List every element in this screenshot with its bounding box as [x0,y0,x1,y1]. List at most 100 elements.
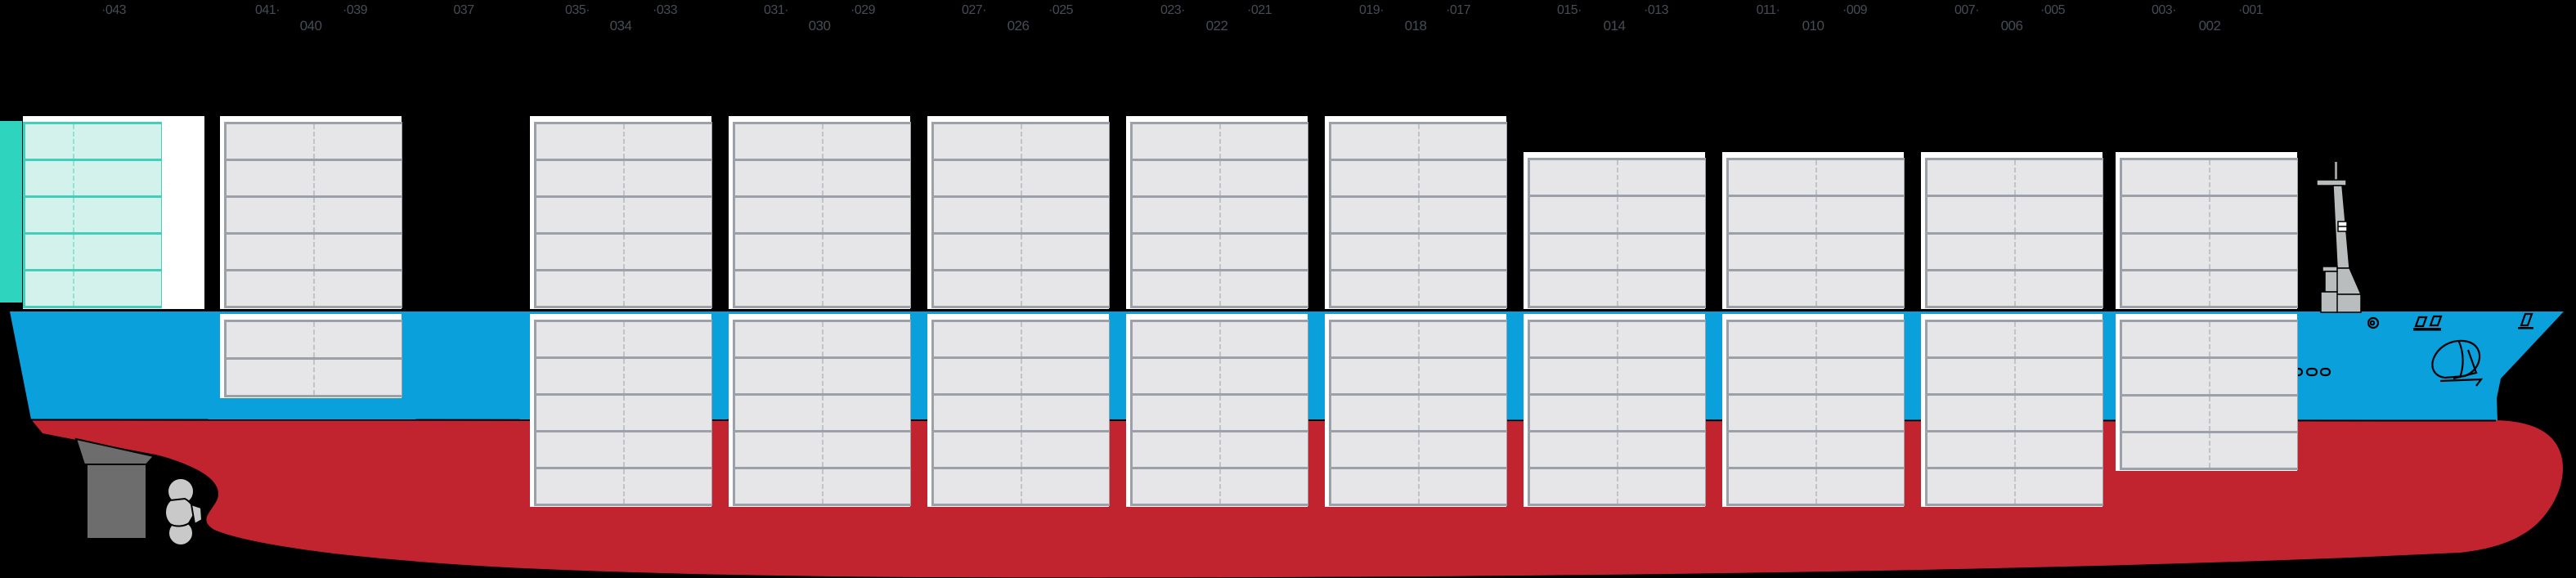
slot-cell[interactable] [824,235,910,269]
slot-cell[interactable] [1331,322,1420,356]
slot-cell[interactable] [1817,469,1904,504]
slot-cell[interactable] [2122,234,2210,269]
slot-cell[interactable] [1928,197,2016,232]
slot-cell[interactable] [315,198,402,232]
slot-cell[interactable] [625,322,711,356]
slot-cell[interactable] [1928,322,2016,356]
slot-cell[interactable] [25,235,74,269]
slot-cell[interactable] [2210,432,2297,468]
slot-cell[interactable] [625,432,711,467]
slot-cell[interactable] [934,322,1022,356]
slot-cell[interactable] [934,432,1022,467]
slot-cell[interactable] [1133,359,1221,393]
slot-cell[interactable] [1729,234,1817,269]
slot-cell[interactable] [625,235,711,269]
slot-cell[interactable] [227,322,315,357]
slot-cell[interactable] [934,469,1022,504]
slot-cell[interactable] [1928,396,2016,430]
slot-cell[interactable] [536,198,625,232]
slot-cell[interactable] [1817,234,1904,269]
slot-cell[interactable] [625,469,711,504]
slot-cell[interactable] [735,161,824,195]
slot-cell[interactable] [1022,359,1109,393]
slot-cell[interactable] [1530,359,1618,393]
slot-cell[interactable] [1022,161,1109,195]
slot-cell[interactable] [2016,432,2103,467]
slot-cell[interactable] [625,396,711,430]
slot-cell[interactable] [1618,271,1705,306]
slot-cell[interactable] [536,235,625,269]
slot-cell[interactable] [934,198,1022,232]
slot-cell[interactable] [1221,396,1308,430]
slot-cell[interactable] [735,396,824,430]
slot-cell[interactable] [1618,197,1705,232]
slot-cell[interactable] [536,432,625,467]
slot-cell[interactable] [1530,432,1618,467]
slot-cell[interactable] [1221,124,1308,159]
slot-cell[interactable] [1928,234,2016,269]
slot-cell[interactable] [735,124,824,159]
slot-cell[interactable] [934,161,1022,195]
slot-cell[interactable] [1729,160,1817,195]
slot-cell[interactable] [1530,396,1618,430]
slot-cell[interactable] [2210,396,2297,431]
slot-cell[interactable] [1729,432,1817,467]
slot-cell[interactable] [536,359,625,393]
slot-cell[interactable] [2210,160,2297,195]
slot-cell[interactable] [1133,198,1221,232]
slot-cell[interactable] [2016,271,2103,306]
slot-cell[interactable] [2016,234,2103,269]
slot-cell[interactable] [1729,396,1817,430]
slot-cell[interactable] [735,359,824,393]
slot-cell[interactable] [25,198,74,232]
slot-cell[interactable] [1817,322,1904,356]
slot-cell[interactable] [1618,234,1705,269]
slot-cell[interactable] [1022,469,1109,504]
slot-cell[interactable] [1331,396,1420,430]
slot-cell[interactable] [1928,469,2016,504]
slot-cell[interactable] [1022,322,1109,356]
slot-cell[interactable] [74,198,161,232]
slot-cell[interactable] [1221,271,1308,306]
slot-cell[interactable] [1817,160,1904,195]
slot-cell[interactable] [735,469,824,504]
slot-cell[interactable] [1817,197,1904,232]
slot-cell[interactable] [74,235,161,269]
slot-cell[interactable] [227,360,315,395]
slot-cell[interactable] [2122,396,2210,431]
slot-cell[interactable] [625,271,711,306]
slot-cell[interactable] [1022,124,1109,159]
slot-cell[interactable] [1420,198,1506,232]
slot-cell[interactable] [2122,432,2210,468]
slot-cell[interactable] [536,396,625,430]
slot-cell[interactable] [1133,124,1221,159]
slot-cell[interactable] [1928,160,2016,195]
slot-cell[interactable] [2210,234,2297,269]
slot-cell[interactable] [315,161,402,195]
slot-cell[interactable] [1729,271,1817,306]
slot-cell[interactable] [735,271,824,306]
slot-cell[interactable] [1530,271,1618,306]
slot-cell[interactable] [1530,197,1618,232]
slot-cell[interactable] [536,322,625,356]
slot-cell[interactable] [1331,198,1420,232]
slot-cell[interactable] [1729,359,1817,393]
slot-cell[interactable] [1530,469,1618,504]
slot-cell[interactable] [1022,432,1109,467]
slot-cell[interactable] [1133,396,1221,430]
slot-cell[interactable] [536,124,625,159]
slot-cell[interactable] [934,271,1022,306]
slot-cell[interactable] [1618,160,1705,195]
slot-cell[interactable] [2210,197,2297,232]
slot-cell[interactable] [1618,322,1705,356]
slot-cell[interactable] [1530,160,1618,195]
slot-cell[interactable] [1618,396,1705,430]
slot-cell[interactable] [824,271,910,306]
slot-cell[interactable] [1331,271,1420,306]
slot-cell[interactable] [824,161,910,195]
slot-cell[interactable] [1221,161,1308,195]
slot-cell[interactable] [227,161,315,195]
slot-cell[interactable] [315,271,402,306]
slot-cell[interactable] [1928,271,2016,306]
slot-cell[interactable] [2016,197,2103,232]
